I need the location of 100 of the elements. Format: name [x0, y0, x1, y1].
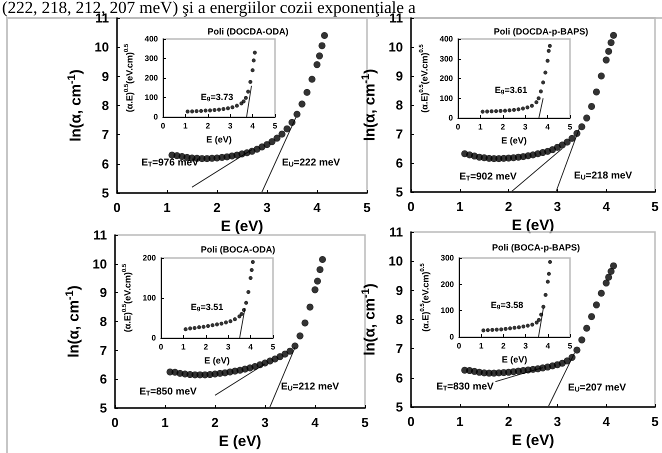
point: [608, 39, 615, 46]
x-tick-label: 1: [456, 414, 464, 429]
y-tick-label: 100: [440, 94, 454, 103]
y-tick-label: 8: [396, 98, 403, 112]
point: [543, 70, 548, 75]
point: [248, 276, 253, 280]
x-tick-label: 3: [554, 199, 562, 214]
point: [498, 108, 503, 113]
point: [564, 357, 571, 364]
x-tick-label: 3: [228, 122, 233, 130]
point: [212, 108, 217, 112]
y-tick-label: 8: [100, 314, 107, 329]
x-axis-title: E (eV): [501, 135, 527, 146]
y-tick-label: 100: [144, 93, 159, 102]
chart-title: Poli (BOCA-ODA): [200, 244, 276, 254]
x-tick-label: 4: [602, 414, 611, 429]
x-tick-label: 0: [456, 122, 461, 132]
point: [252, 50, 257, 55]
point: [188, 326, 192, 330]
x-tick-label: 0: [113, 200, 121, 215]
point: [186, 110, 190, 114]
point: [583, 324, 590, 332]
x-tick-label: 5: [651, 199, 659, 214]
point: [190, 109, 194, 114]
y-tick-label: 400: [440, 34, 454, 44]
point: [296, 332, 304, 340]
point: [244, 96, 248, 100]
point: [534, 100, 538, 104]
point: [246, 290, 250, 294]
point: [578, 336, 586, 344]
point: [512, 108, 516, 112]
y-tick-label: 9: [396, 68, 403, 84]
point: [610, 32, 618, 39]
y-tick-label: 100: [440, 306, 455, 316]
y-tick-label: 200: [440, 280, 455, 289]
point: [286, 348, 294, 355]
x-tick-label: 5: [270, 342, 276, 352]
point: [526, 324, 530, 328]
point: [508, 326, 512, 330]
y-tick-label: 7: [396, 341, 403, 356]
point: [242, 308, 246, 312]
chart-title: Poli (BOCA-p-BAPS): [492, 242, 580, 252]
y-tick-label: 200: [440, 74, 454, 83]
point: [226, 106, 230, 110]
point: [278, 130, 286, 138]
y-tick-label: 11: [389, 224, 403, 240]
point: [541, 304, 546, 309]
x-tick-label: 2: [504, 199, 512, 214]
point: [530, 322, 534, 327]
x-tick-label: 5: [363, 200, 371, 215]
point: [316, 52, 323, 60]
y-tick-label: 5: [102, 186, 109, 200]
point: [530, 104, 534, 108]
x-tick-label: 3: [523, 342, 528, 350]
point: [304, 88, 310, 96]
point: [516, 107, 520, 112]
point: [480, 110, 485, 114]
x-tick-label: 2: [504, 414, 512, 429]
point: [602, 56, 610, 64]
point: [230, 105, 234, 110]
point: [252, 58, 256, 62]
point: [274, 134, 280, 142]
y-tick-label: 7: [396, 126, 403, 142]
y-axis-title: ln(α, cm-1): [64, 285, 83, 358]
x-tick-label: 5: [651, 414, 659, 429]
point: [298, 100, 306, 108]
point: [564, 138, 571, 146]
x-tick-label: 4: [311, 415, 320, 430]
y-tick-label: 7: [102, 127, 109, 142]
point: [485, 109, 490, 114]
x-tick-label: 0: [111, 415, 119, 430]
y-tick-label: 300: [440, 254, 455, 262]
y-axis-title: ln(α, cm-1): [360, 68, 379, 142]
point: [520, 106, 525, 111]
x-tick-label: 1: [456, 199, 464, 214]
point: [588, 102, 596, 110]
x-axis-title: E (eV): [512, 217, 554, 234]
point: [503, 108, 508, 113]
point: [592, 88, 600, 96]
y-axis-title: ln(α, cm-1): [360, 283, 379, 356]
point: [605, 274, 612, 281]
y-tick-label: 100: [142, 294, 157, 302]
point: [546, 272, 551, 276]
x-axis-title: E (eV): [220, 218, 264, 235]
point: [244, 300, 248, 305]
x-axis-title: E (eV): [204, 355, 230, 366]
x-tick-label: 1: [161, 415, 169, 430]
point: [608, 268, 615, 275]
point: [217, 108, 221, 112]
point: [197, 325, 202, 330]
point: [494, 109, 498, 114]
x-tick-label: 2: [211, 415, 219, 430]
point: [546, 48, 551, 53]
y-tick-label: 7: [100, 342, 107, 358]
point: [490, 328, 494, 332]
point: [499, 327, 504, 332]
point: [548, 260, 552, 264]
point: [221, 107, 226, 112]
point: [588, 313, 596, 320]
x-tick-label: 5: [272, 122, 278, 130]
